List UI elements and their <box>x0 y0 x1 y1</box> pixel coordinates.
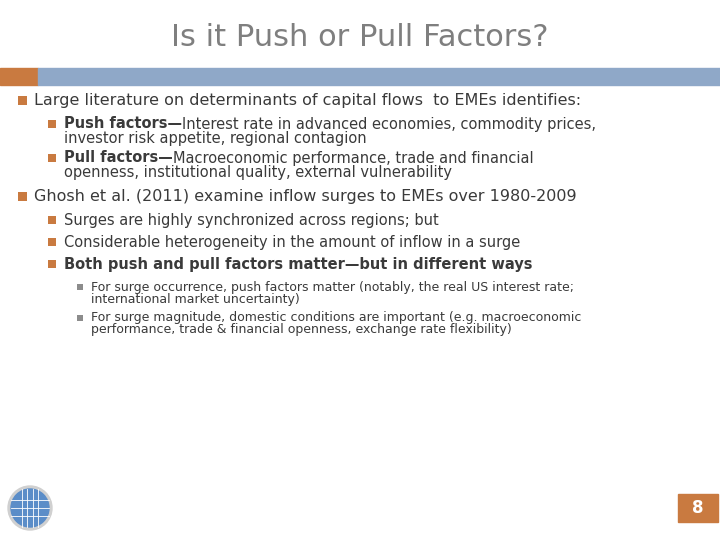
Bar <box>48 216 56 224</box>
Text: Is it Push or Pull Factors?: Is it Push or Pull Factors? <box>171 24 549 52</box>
Text: Both push and pull factors matter—but in different ways: Both push and pull factors matter—but in… <box>64 256 533 272</box>
Text: investor risk appetite, regional contagion: investor risk appetite, regional contagi… <box>64 131 366 145</box>
Text: Large literature on determinants of capital flows  to EMEs identifies:: Large literature on determinants of capi… <box>34 92 581 107</box>
Bar <box>48 260 56 268</box>
Text: Interest rate in advanced economies, commodity prices,: Interest rate in advanced economies, com… <box>182 117 596 132</box>
Bar <box>77 284 83 290</box>
Bar <box>77 315 83 321</box>
Bar <box>17 96 27 105</box>
Text: Macroeconomic performance, trade and financial: Macroeconomic performance, trade and fin… <box>173 151 534 165</box>
Bar <box>17 192 27 200</box>
Bar <box>48 120 56 128</box>
Bar <box>48 154 56 162</box>
Bar <box>38 68 720 85</box>
Text: Considerable heterogeneity in the amount of inflow in a surge: Considerable heterogeneity in the amount… <box>64 234 521 249</box>
Bar <box>678 494 718 522</box>
Text: Pull factors—: Pull factors— <box>64 151 173 165</box>
Text: Surges are highly synchronized across regions; but: Surges are highly synchronized across re… <box>64 213 438 227</box>
Text: For surge occurrence, push factors matter (notably, the real US interest rate;: For surge occurrence, push factors matte… <box>91 280 574 294</box>
Bar <box>0 68 38 85</box>
Text: performance, trade & financial openness, exchange rate flexibility): performance, trade & financial openness,… <box>91 323 512 336</box>
Text: Ghosh et al. (2011) examine inflow surges to EMEs over 1980-2009: Ghosh et al. (2011) examine inflow surge… <box>34 188 577 204</box>
Text: Push factors—: Push factors— <box>64 117 182 132</box>
Text: international market uncertainty): international market uncertainty) <box>91 293 300 306</box>
Text: openness, institutional quality, external vulnerability: openness, institutional quality, externa… <box>64 165 452 179</box>
Circle shape <box>11 489 49 527</box>
Text: 8: 8 <box>692 499 703 517</box>
Circle shape <box>8 486 52 530</box>
Bar <box>48 238 56 246</box>
Text: For surge magnitude, domestic conditions are important (e.g. macroeconomic: For surge magnitude, domestic conditions… <box>91 312 581 325</box>
